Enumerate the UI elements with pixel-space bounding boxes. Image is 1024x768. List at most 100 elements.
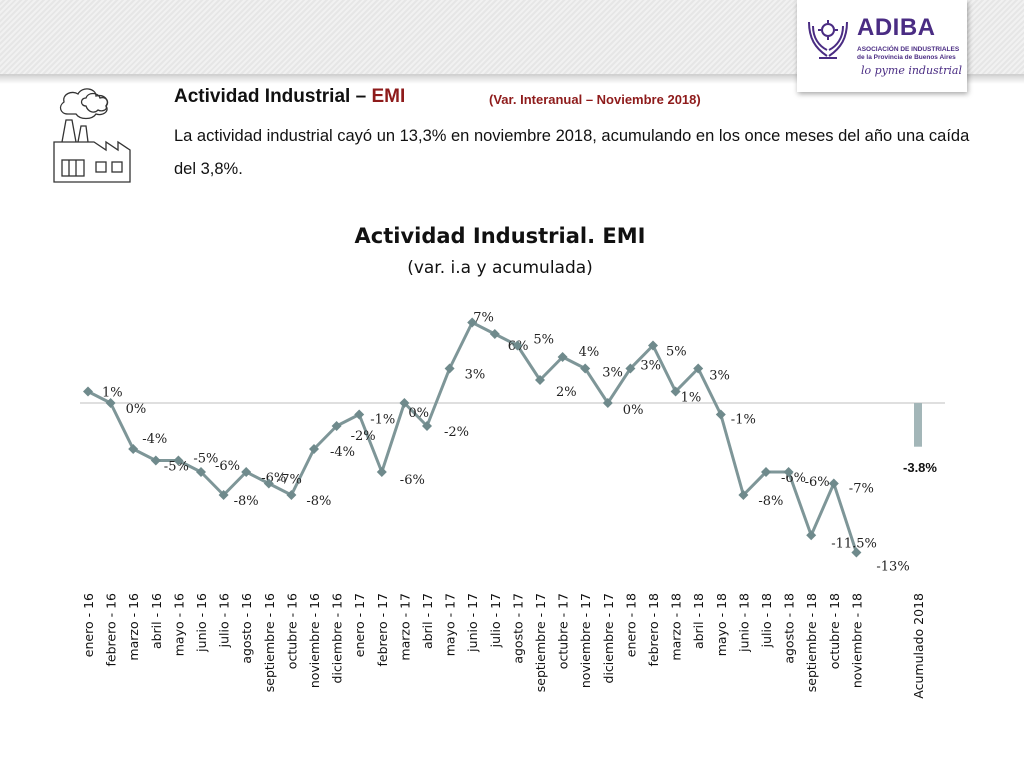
data-point [422,421,432,431]
chart-subtitle: (var. i.a y acumulada) [407,258,593,278]
data-label: -13% [876,560,909,575]
x-tick-label: diciembre - 17 [601,593,616,683]
x-tick-label: marzo - 16 [126,593,141,661]
data-point [851,547,862,558]
data-point [535,375,545,385]
data-point [693,363,704,374]
x-tick-label: septiembre - 17 [533,593,548,692]
data-label: -8% [306,494,331,509]
data-point [286,490,297,500]
x-tick-label: mayo - 16 [171,593,186,656]
x-tick-label: febrero - 18 [646,593,661,667]
data-point [241,467,252,477]
chart-title: Actividad Industrial. EMI [354,224,646,248]
x-tick-label: octubre - 18 [827,593,842,669]
data-label: -8% [234,494,259,509]
data-point [376,467,387,477]
x-tick-label: septiembre - 18 [804,593,819,692]
data-label: -1% [731,413,756,428]
accumulated-bar [914,403,922,447]
x-tick-label: abril - 16 [149,593,164,649]
x-tick-label: mayo - 17 [443,593,458,656]
data-label: 5% [666,345,687,360]
data-label: -6% [400,473,425,488]
data-point [489,329,500,339]
data-label: -2% [351,429,376,444]
data-label: 4% [579,345,600,360]
data-point [715,409,726,420]
page-description: La actividad industrial cayó un 13,3% en… [174,127,970,178]
x-tick-label: abril - 18 [691,593,706,649]
data-label: 0% [623,403,644,418]
x-tick-label: diciembre - 16 [330,593,345,684]
x-tick-label: agosto - 18 [782,593,797,664]
data-point [467,317,478,328]
page-title-period: (Var. Interanual – Noviembre 2018) [489,92,701,107]
x-tick-label: octubre - 16 [284,593,299,669]
data-label: 0% [126,402,147,417]
x-tick-label: junio - 18 [736,593,751,653]
data-point [331,421,342,431]
data-point [557,352,568,362]
data-point [309,444,319,454]
x-tick-label: febrero - 16 [104,593,119,667]
data-label: -4% [330,445,355,460]
x-tick-label: enero - 18 [623,593,638,657]
data-label: -6% [781,471,806,486]
data-point [580,363,591,374]
data-point [783,467,794,477]
hands-gear-icon [808,20,848,59]
x-tick-label: junio - 16 [194,593,209,653]
data-label: -7% [849,482,874,497]
data-label: -7% [277,473,302,488]
data-point [828,478,839,489]
data-label: -1% [370,413,395,428]
x-tick-label: noviembre - 18 [849,593,864,688]
x-tick-label: julio - 16 [217,593,232,648]
logo-name: ADIBA [857,14,936,41]
x-tick-label: julio - 17 [488,593,503,648]
page-title: Actividad Industrial – EMI [174,86,405,108]
factory-icon [53,88,131,183]
x-tick-label: marzo - 17 [397,593,412,661]
data-point [399,398,410,408]
data-label: 3% [465,368,486,383]
x-tick-label: noviembre - 16 [307,593,322,688]
data-label: 1% [681,391,702,406]
x-tick-label: Acumulado 2018 [911,593,926,699]
data-point [105,398,116,408]
x-tick-label: septiembre - 16 [262,593,277,692]
x-tick-label: enero - 17 [352,593,367,657]
accumulated-label: -3.8% [903,460,937,475]
logo-slogan: lo pyme industrial [861,64,962,77]
x-tick-label: marzo - 18 [669,593,684,661]
header-band-shadow [0,74,1024,84]
data-label: -8% [758,494,783,509]
data-label: 1% [102,386,123,401]
data-point [444,363,455,374]
data-label: -4% [142,432,167,447]
data-point [83,386,93,397]
data-point [670,386,681,397]
data-label: -6% [215,459,240,474]
x-tick-label: enero - 16 [81,593,96,657]
logo-subtitle-line1: ASOCIACIÓN DE INDUSTRIALES [857,46,960,53]
data-point [738,490,749,500]
data-label: -5% [193,452,218,467]
x-tick-label: julio - 18 [759,593,774,648]
data-point [806,530,817,541]
data-label: 7% [473,311,494,326]
data-point [218,490,229,500]
logo-subtitle: ASOCIACIÓN DE INDUSTRIALES de la Provinc… [857,46,963,62]
data-label: 2% [556,385,577,400]
x-tick-label: agosto - 17 [510,593,525,664]
data-point [625,363,636,374]
x-tick-label: noviembre - 17 [578,593,593,688]
data-point [761,467,771,477]
x-tick-label: junio - 17 [465,593,480,653]
data-label: 0% [408,406,429,421]
data-point [648,340,658,351]
page-title-emi: EMI [371,86,406,107]
x-tick-label: abril - 17 [420,593,435,649]
page-title-main: Actividad Industrial – [174,86,372,107]
